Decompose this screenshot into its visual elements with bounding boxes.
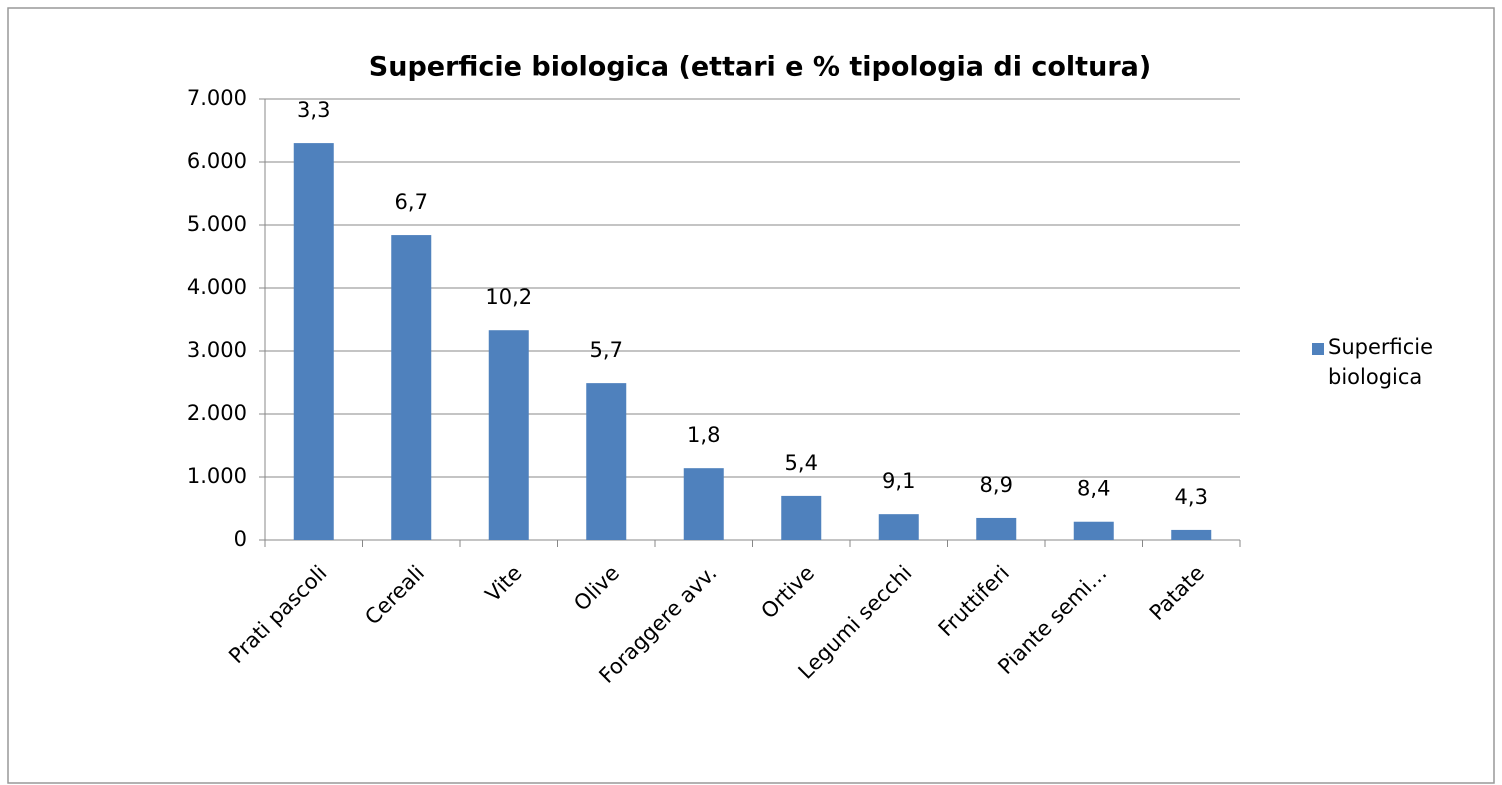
bar bbox=[488, 330, 529, 540]
bar bbox=[1073, 521, 1114, 540]
data-label: 1,8 bbox=[687, 423, 720, 447]
data-label: 8,4 bbox=[1077, 477, 1110, 501]
data-label: 9,1 bbox=[882, 469, 915, 493]
y-tick-label: 1.000 bbox=[187, 464, 247, 488]
data-label: 10,2 bbox=[485, 285, 532, 309]
data-label: 5,4 bbox=[785, 451, 818, 475]
y-tick-label: 6.000 bbox=[187, 149, 247, 173]
bar bbox=[1171, 529, 1212, 540]
legend-swatch bbox=[1312, 343, 1324, 355]
y-tick-label: 0 bbox=[234, 527, 247, 551]
y-tick-label: 7.000 bbox=[187, 86, 247, 110]
chart-frame bbox=[7, 7, 1495, 784]
y-tick-label: 4.000 bbox=[187, 275, 247, 299]
y-tick-label: 2.000 bbox=[187, 401, 247, 425]
bar bbox=[878, 514, 919, 540]
bar bbox=[391, 235, 432, 540]
bar bbox=[293, 143, 334, 540]
bar bbox=[586, 383, 627, 540]
data-label: 4,3 bbox=[1175, 485, 1208, 509]
data-label: 8,9 bbox=[980, 473, 1013, 497]
data-label: 3,3 bbox=[297, 98, 330, 122]
bar bbox=[976, 517, 1017, 540]
y-tick-label: 3.000 bbox=[187, 338, 247, 362]
bar bbox=[781, 495, 822, 540]
legend-label: Superficie biologica bbox=[1328, 335, 1434, 389]
y-tick-label: 5.000 bbox=[187, 212, 247, 236]
data-label: 6,7 bbox=[395, 190, 428, 214]
data-label: 5,7 bbox=[590, 338, 623, 362]
bar bbox=[683, 468, 724, 540]
chart-title: Superficie biologica (ettari e % tipolog… bbox=[369, 52, 1151, 83]
